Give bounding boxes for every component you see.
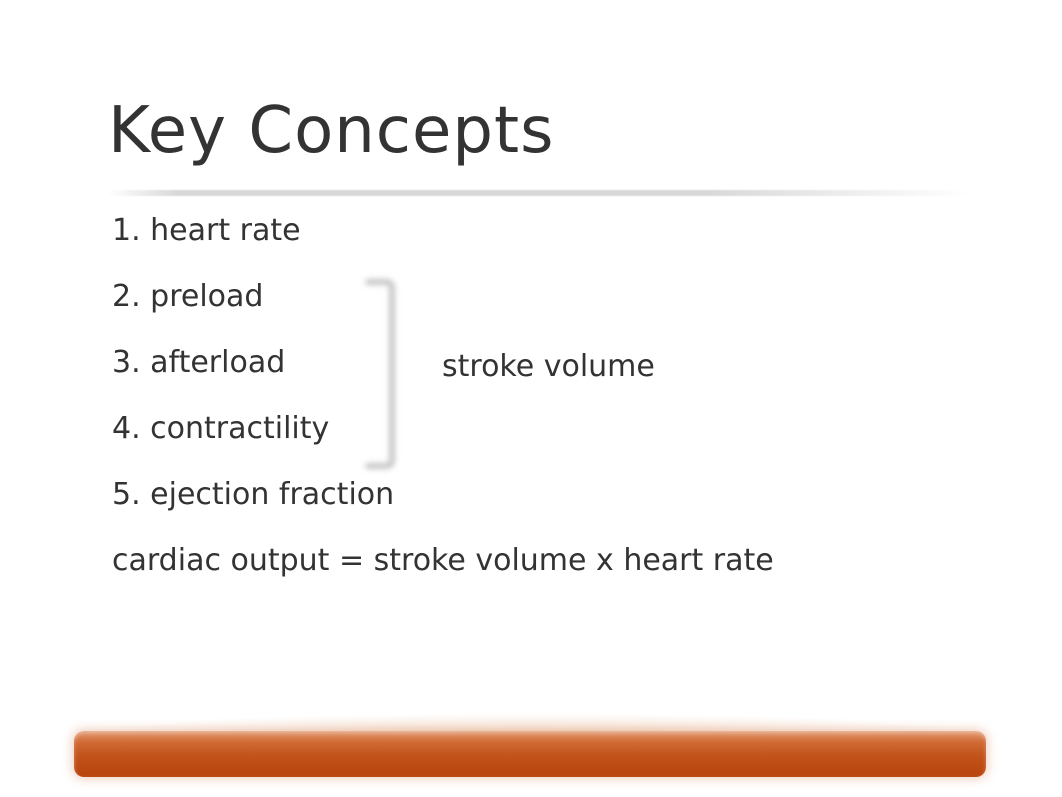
list-item: cardiac output = stroke volume x heart r… (112, 546, 774, 576)
title-underline (108, 190, 968, 196)
slide: Key Concepts 1. heart rate 2. preload 3.… (0, 0, 1062, 797)
stroke-volume-label: stroke volume (442, 349, 655, 384)
concept-list: 1. heart rate 2. preload 3. afterload 4.… (112, 216, 774, 612)
grouping-bracket-icon (362, 276, 402, 472)
list-item: 2. preload (112, 282, 774, 312)
list-item: 1. heart rate (112, 216, 774, 246)
list-item: 5. ejection fraction (112, 480, 774, 510)
slide-title: Key Concepts (108, 94, 554, 168)
list-item: 4. contractility (112, 414, 774, 444)
footer-accent-bar (74, 731, 986, 777)
